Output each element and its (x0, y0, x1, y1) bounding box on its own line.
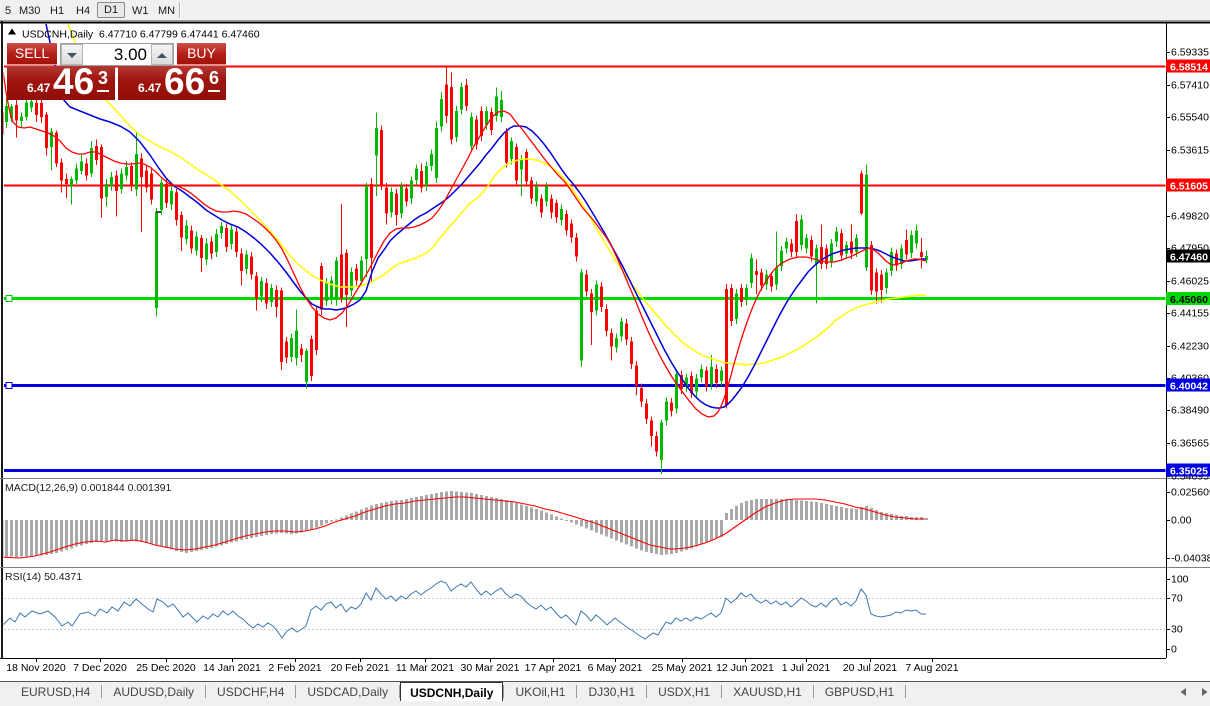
svg-text:6.53615: 6.53615 (1171, 145, 1209, 157)
svg-text:USDCNH,Daily 6.47710 6.47799: USDCNH,Daily 6.47710 6.47799 6.47441 6.4… (22, 29, 260, 41)
svg-text:6.40042: 6.40042 (1170, 381, 1208, 393)
svg-text:6.44155: 6.44155 (1171, 308, 1209, 320)
svg-text:6.51605: 6.51605 (1170, 181, 1208, 193)
svg-text:6.59335: 6.59335 (1171, 47, 1209, 59)
svg-text:6.46025: 6.46025 (1171, 276, 1209, 288)
svg-text:25 Dec 2020: 25 Dec 2020 (136, 662, 196, 674)
svg-text:0.00: 0.00 (1171, 515, 1192, 527)
svg-text:6 May 2021: 6 May 2021 (588, 662, 643, 674)
svg-text:12 Jun 2021: 12 Jun 2021 (716, 662, 774, 674)
svg-text:20 Feb 2021: 20 Feb 2021 (331, 662, 390, 674)
svg-text:6.49820: 6.49820 (1171, 211, 1209, 223)
svg-text:0.025609: 0.025609 (1171, 487, 1210, 499)
svg-text:11 Mar 2021: 11 Mar 2021 (396, 662, 454, 674)
svg-text:6.36565: 6.36565 (1171, 438, 1209, 450)
svg-text:MACD(12,26,9) 0.001844 0.00139: MACD(12,26,9) 0.001844 0.001391 (5, 482, 172, 494)
svg-text:18 Nov 2020: 18 Nov 2020 (6, 662, 66, 674)
svg-text:30 Mar 2021: 30 Mar 2021 (461, 662, 520, 674)
svg-text:1 Jul 2021: 1 Jul 2021 (782, 662, 831, 674)
svg-text:20 Jul 2021: 20 Jul 2021 (843, 662, 897, 674)
svg-text:6.35025: 6.35025 (1170, 466, 1208, 478)
svg-text:17 Apr 2021: 17 Apr 2021 (525, 662, 582, 674)
svg-text:30: 30 (1171, 624, 1183, 636)
svg-text:25 May 2021: 25 May 2021 (652, 662, 713, 674)
svg-text:-0.040386: -0.040386 (1171, 553, 1210, 565)
svg-text:7 Dec 2020: 7 Dec 2020 (73, 662, 127, 674)
svg-text:7 Aug 2021: 7 Aug 2021 (905, 662, 958, 674)
svg-text:RSI(14) 50.4371: RSI(14) 50.4371 (5, 571, 82, 583)
svg-text:6.58514: 6.58514 (1170, 62, 1208, 74)
svg-text:14 Jan 2021: 14 Jan 2021 (203, 662, 261, 674)
svg-text:6.42230: 6.42230 (1171, 341, 1209, 353)
svg-text:6.57410: 6.57410 (1171, 80, 1209, 92)
svg-text:70: 70 (1171, 593, 1183, 605)
svg-text:2 Feb 2021: 2 Feb 2021 (268, 662, 321, 674)
svg-text:6.47460: 6.47460 (1170, 252, 1208, 264)
svg-text:6.55540: 6.55540 (1171, 112, 1209, 124)
svg-text:6.38490: 6.38490 (1171, 405, 1209, 417)
svg-text:100: 100 (1171, 574, 1189, 586)
svg-text:0: 0 (1171, 644, 1177, 656)
svg-text:6.45060: 6.45060 (1170, 294, 1208, 306)
